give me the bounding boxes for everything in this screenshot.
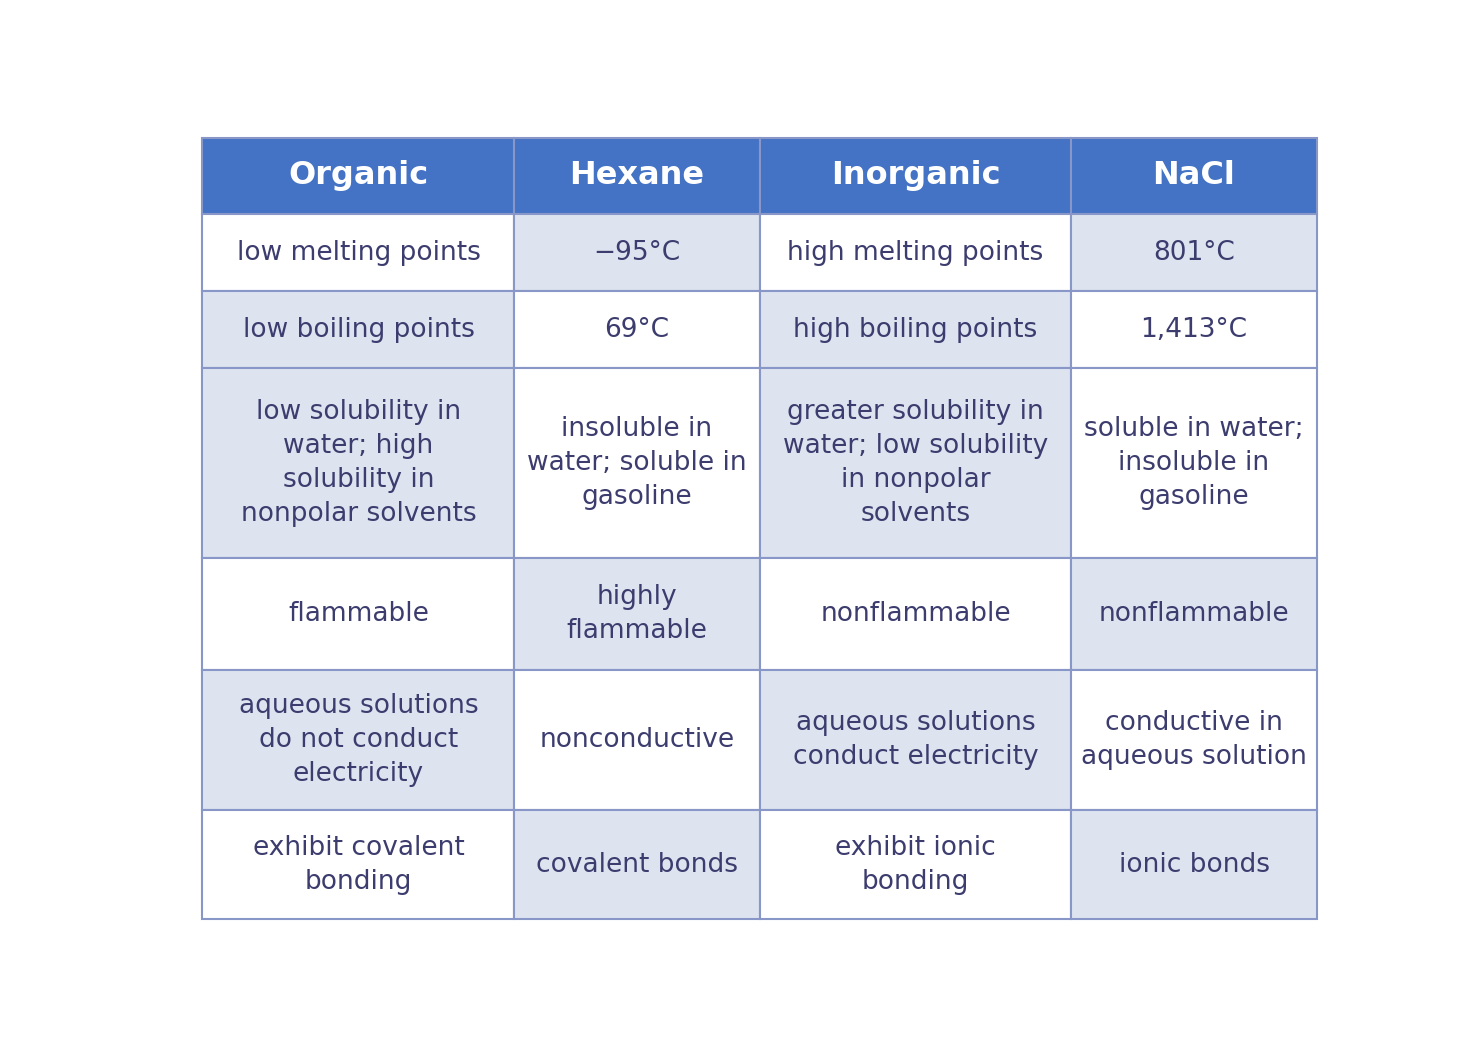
Bar bbox=[759, 214, 1071, 291]
Text: conductive in
aqueous solution: conductive in aqueous solution bbox=[1080, 710, 1307, 771]
Bar bbox=[514, 291, 759, 368]
Text: Inorganic: Inorganic bbox=[831, 160, 1000, 191]
Bar bbox=[759, 811, 1071, 918]
Text: 801°C: 801°C bbox=[1153, 240, 1235, 266]
Text: low boiling points: low boiling points bbox=[243, 317, 474, 342]
Bar bbox=[203, 214, 514, 291]
Bar bbox=[203, 670, 514, 811]
Text: ionic bonds: ionic bonds bbox=[1119, 851, 1270, 878]
Text: low melting points: low melting points bbox=[237, 240, 480, 266]
Bar bbox=[1071, 670, 1316, 811]
Text: exhibit covalent
bonding: exhibit covalent bonding bbox=[252, 835, 464, 894]
Text: nonflammable: nonflammable bbox=[1098, 601, 1289, 627]
Text: high melting points: high melting points bbox=[787, 240, 1043, 266]
Text: flammable: flammable bbox=[288, 601, 428, 627]
Text: nonconductive: nonconductive bbox=[539, 727, 735, 753]
Bar bbox=[203, 138, 514, 214]
Bar bbox=[759, 368, 1071, 558]
Text: aqueous solutions
conduct electricity: aqueous solutions conduct electricity bbox=[793, 710, 1039, 771]
Bar bbox=[203, 291, 514, 368]
Bar bbox=[1071, 138, 1316, 214]
Bar bbox=[1071, 368, 1316, 558]
Bar bbox=[759, 558, 1071, 670]
Bar bbox=[1071, 811, 1316, 918]
Bar bbox=[514, 368, 759, 558]
Text: nonflammable: nonflammable bbox=[820, 601, 1011, 627]
Text: aqueous solutions
do not conduct
electricity: aqueous solutions do not conduct electri… bbox=[239, 693, 479, 788]
Bar bbox=[514, 214, 759, 291]
Bar bbox=[759, 138, 1071, 214]
Bar bbox=[514, 138, 759, 214]
Text: low solubility in
water; high
solubility in
nonpolar solvents: low solubility in water; high solubility… bbox=[240, 399, 476, 527]
Text: covalent bonds: covalent bonds bbox=[536, 851, 738, 878]
Bar bbox=[514, 811, 759, 918]
Bar bbox=[203, 811, 514, 918]
Text: 69°C: 69°C bbox=[605, 317, 670, 342]
Text: greater solubility in
water; low solubility
in nonpolar
solvents: greater solubility in water; low solubil… bbox=[782, 399, 1048, 527]
Bar bbox=[514, 558, 759, 670]
Text: highly
flammable: highly flammable bbox=[566, 584, 707, 644]
Text: Organic: Organic bbox=[289, 160, 428, 191]
Text: 1,413°C: 1,413°C bbox=[1141, 317, 1248, 342]
Text: soluble in water;
insoluble in
gasoline: soluble in water; insoluble in gasoline bbox=[1085, 415, 1304, 509]
Text: high boiling points: high boiling points bbox=[793, 317, 1037, 342]
Bar bbox=[1071, 214, 1316, 291]
Text: exhibit ionic
bonding: exhibit ionic bonding bbox=[836, 835, 996, 894]
Bar bbox=[514, 670, 759, 811]
Bar bbox=[1071, 558, 1316, 670]
Text: Hexane: Hexane bbox=[569, 160, 704, 191]
Bar bbox=[1071, 291, 1316, 368]
Text: NaCl: NaCl bbox=[1153, 160, 1236, 191]
Bar bbox=[759, 670, 1071, 811]
Text: insoluble in
water; soluble in
gasoline: insoluble in water; soluble in gasoline bbox=[528, 415, 747, 509]
Bar bbox=[759, 291, 1071, 368]
Bar bbox=[203, 368, 514, 558]
Text: −95°C: −95°C bbox=[593, 240, 680, 266]
Bar bbox=[203, 558, 514, 670]
